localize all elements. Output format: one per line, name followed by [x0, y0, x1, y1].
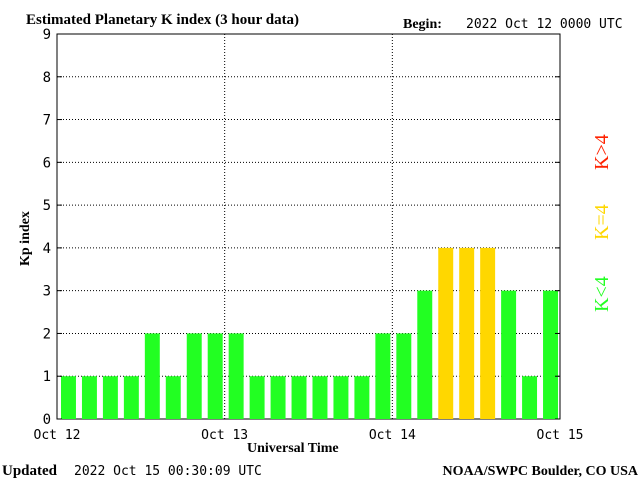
- kp-bar: [438, 247, 454, 419]
- y-tick-label: 9: [43, 27, 51, 43]
- updated-value: 2022 Oct 15 00:30:09 UTC: [74, 464, 262, 479]
- kp-bar: [543, 290, 558, 419]
- kp-bar: [144, 333, 160, 419]
- y-tick-label: 7: [43, 113, 51, 129]
- y-tick-labels: 0 1 2 3 4 5 6 7 8 9: [43, 27, 560, 428]
- kp-bar: [186, 333, 202, 419]
- y-tick-label: 6: [43, 155, 51, 171]
- y-tick-label: 4: [43, 241, 51, 257]
- y-tick-label: 0: [43, 412, 51, 428]
- begin-label: Begin:: [403, 17, 442, 32]
- bars: [61, 247, 558, 419]
- kp-bar: [291, 376, 307, 419]
- kp-bar: [81, 376, 97, 419]
- kp-bar: [333, 376, 349, 419]
- kp-bar: [165, 376, 181, 419]
- chart-title: Estimated Planetary K index (3 hour data…: [26, 12, 299, 28]
- legend-k-above-4: K>4: [591, 134, 613, 170]
- kp-bar: [270, 376, 286, 419]
- kp-bar: [396, 333, 412, 419]
- kp-bar: [61, 376, 76, 419]
- kp-bar: [480, 247, 496, 419]
- x-axis-label: Universal Time: [247, 441, 339, 456]
- updated-label: Updated: [2, 463, 58, 479]
- kp-bar: [249, 376, 265, 419]
- kp-bar: [354, 376, 370, 419]
- kp-bar: [459, 247, 475, 419]
- y-tick-label: 8: [43, 70, 51, 86]
- kp-bar: [207, 333, 223, 419]
- kp-bar: [312, 376, 328, 419]
- x-tick-labels: Oct 12 Oct 13 Oct 14 Oct 15: [34, 428, 584, 443]
- plot-frame: [56, 33, 561, 420]
- x-tick-label: Oct 15: [537, 428, 584, 443]
- legend-k-below-4: K<4: [591, 276, 613, 312]
- kp-bar: [228, 333, 244, 419]
- source-credit: NOAA/SWPC Boulder, CO USA: [442, 464, 638, 479]
- x-tick-label: Oct 12: [34, 428, 81, 443]
- legend-k-equals-4: K=4: [591, 204, 613, 240]
- x-tick-label: Oct 14: [369, 428, 416, 443]
- kp-bar: [417, 290, 433, 419]
- y-tick-label: 5: [43, 198, 51, 214]
- begin-value: 2022 Oct 12 0000 UTC: [466, 17, 623, 32]
- y-axis-label: Kp index: [18, 211, 33, 266]
- x-tick-label: Oct 13: [201, 428, 248, 443]
- y-tick-label: 3: [43, 284, 51, 300]
- y-tick-label: 1: [43, 369, 51, 385]
- kp-bar: [375, 333, 391, 419]
- kp-bar: [123, 376, 139, 419]
- kp-bar: [522, 376, 538, 419]
- kp-bar: [102, 376, 118, 419]
- grid-lines: [57, 34, 560, 419]
- y-tick-label: 2: [43, 326, 51, 342]
- kp-bar: [501, 290, 517, 419]
